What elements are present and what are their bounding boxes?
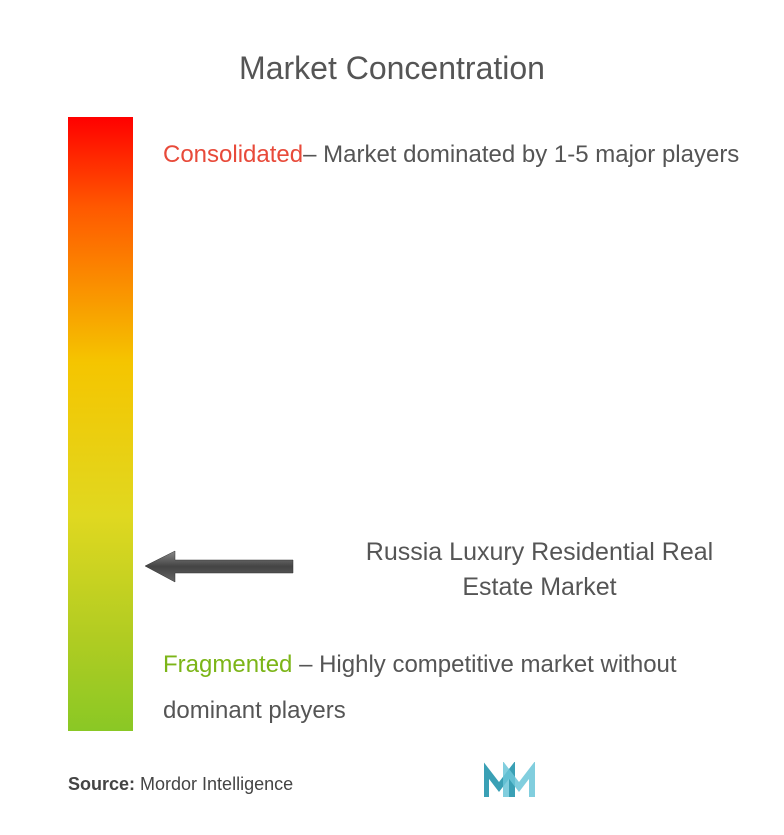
fragmented-section: Fragmented – Highly competitive market w… xyxy=(163,642,744,733)
source-value: Mordor Intelligence xyxy=(135,774,293,794)
market-position-arrow xyxy=(145,549,295,589)
mordor-logo-icon xyxy=(484,762,544,807)
market-name-label: Russia Luxury Residential Real Estate Ma… xyxy=(335,535,744,605)
consolidated-label: Consolidated xyxy=(163,141,303,168)
source-attribution: Source: Mordor Intelligence xyxy=(68,774,293,795)
source-label: Source: xyxy=(68,774,135,794)
fragmented-label: Fragmented xyxy=(163,651,292,678)
consolidated-description: – Market dominated by 1-5 major players xyxy=(303,141,739,168)
footer: Source: Mordor Intelligence xyxy=(68,762,744,807)
page-title: Market Concentration xyxy=(0,0,784,117)
consolidated-section: Consolidated– Market dominated by 1-5 ma… xyxy=(163,117,784,178)
content-area: Consolidated– Market dominated by 1-5 ma… xyxy=(0,117,784,178)
concentration-gradient-bar xyxy=(68,117,133,731)
